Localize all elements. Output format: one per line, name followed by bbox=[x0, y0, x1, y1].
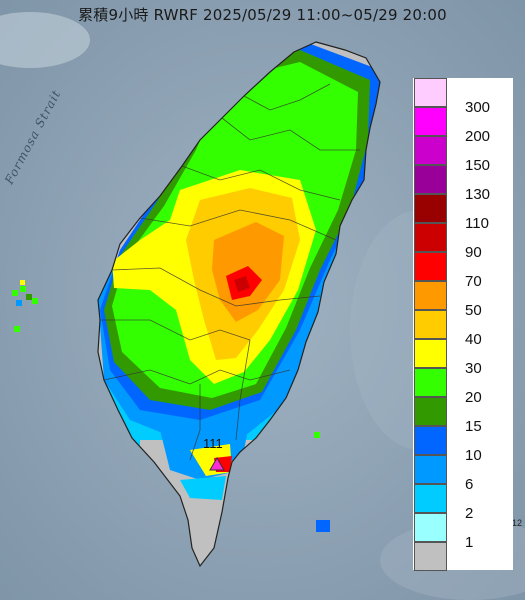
legend-swatch bbox=[414, 368, 447, 397]
legend-label: 50 bbox=[465, 302, 482, 319]
legend-label: 90 bbox=[465, 244, 482, 261]
legend-label: 30 bbox=[465, 360, 482, 377]
east-islet bbox=[316, 520, 330, 532]
legend-label: 300 bbox=[465, 99, 491, 116]
legend-swatch bbox=[414, 107, 447, 136]
legend-swatch bbox=[414, 281, 447, 310]
legend-swatch bbox=[414, 223, 447, 252]
legend-label: 15 bbox=[465, 418, 482, 435]
legend-label: 130 bbox=[465, 186, 491, 203]
max-rainfall-marker bbox=[209, 457, 225, 471]
taiwan-coastline bbox=[97, 41, 381, 568]
legend-swatch bbox=[414, 78, 447, 107]
legend-label: 10 bbox=[465, 447, 482, 464]
south-tip-cyan bbox=[180, 476, 226, 500]
rain-band-90mm bbox=[234, 276, 250, 292]
map-title: 累積9小時 RWRF 2025/05/29 11:00~05/29 20:00 bbox=[78, 6, 447, 24]
legend-swatch bbox=[414, 252, 447, 281]
legend-label: 1 bbox=[465, 534, 474, 551]
legend-label: 40 bbox=[465, 331, 482, 348]
penghu-rain bbox=[12, 280, 38, 332]
county-boundaries bbox=[100, 83, 360, 461]
cloud-haze bbox=[0, 12, 90, 68]
legend-label: 110 bbox=[465, 215, 489, 232]
legend-label: 150 bbox=[465, 157, 491, 174]
legend-swatch bbox=[414, 165, 447, 194]
legend-swatch bbox=[414, 310, 447, 339]
legend-label: 200 bbox=[465, 128, 491, 145]
legend-swatch bbox=[414, 455, 447, 484]
legend-label: 70 bbox=[465, 273, 482, 290]
legend-swatch bbox=[414, 194, 447, 223]
legend-swatch bbox=[414, 426, 447, 455]
max-rainfall-value: 111 bbox=[203, 436, 223, 451]
legend-swatch bbox=[414, 136, 447, 165]
rainfall-legend: 300 200 150 130 110 90 70 50 40 30 20 15 10 6 2 1 bbox=[413, 78, 513, 571]
legend-label: 2 bbox=[465, 505, 474, 522]
legend-swatch bbox=[414, 542, 447, 571]
legend-swatch bbox=[414, 339, 447, 368]
legend-swatch bbox=[414, 397, 447, 426]
east-islet bbox=[314, 432, 320, 438]
legend-swatch bbox=[414, 513, 447, 542]
edge-label: 12 bbox=[512, 518, 523, 528]
legend-label: 20 bbox=[465, 389, 482, 406]
legend-swatch bbox=[414, 484, 447, 513]
legend-label: 6 bbox=[465, 476, 474, 493]
